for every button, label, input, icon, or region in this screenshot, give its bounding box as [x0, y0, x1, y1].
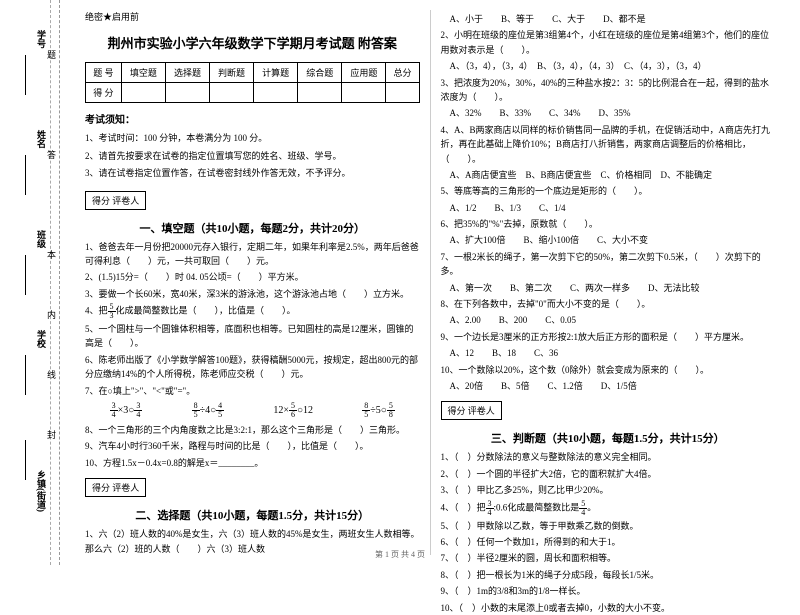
s1-q9: 9、汽车4小时行360千米，路程与时间的比是（ ），比值是（ ）。 [85, 439, 420, 453]
notice-2: 2、请首先按要求在试卷的指定位置填写您的姓名、班级、学号。 [85, 150, 420, 164]
s3-q2: 2、（ ）一个圆的半径扩大2倍，它的面积就扩大4倍。 [441, 467, 776, 481]
s2-q7o: A、第一次 B、第二次 C、两次一样多 D、无法比较 [441, 281, 776, 295]
score-table: 题 号 填空题 选择题 判断题 计算题 综合题 应用题 总分 得 分 [85, 62, 420, 103]
gutter-char-mid: 线 [45, 370, 58, 379]
s1-q2: 2、(1.5)15分=（ ）时 04. 05公顷=（ ）平方米。 [85, 270, 420, 284]
s1-title: 一、填空题（共10小题，每题2分，共计20分） [85, 220, 420, 236]
s2-title: 二、选择题（共10小题，每题1.5分，共计15分） [85, 507, 420, 523]
page-container: 学号 题 姓名 答 班级 本 学校 内 线 封 乡镇(街道) 绝密★启用前 荆州… [0, 0, 800, 565]
s2-q8: 8、在下列各数中，去掉"0"而大小不变的是（ ）。 [441, 297, 776, 311]
gutter-field-3: 班级 [35, 230, 48, 248]
gutter-line-1 [25, 55, 26, 95]
binding-gutter: 学号 题 姓名 答 班级 本 学校 内 线 封 乡镇(街道) [0, 0, 60, 565]
s2-q8o: A、2.00 B、200 C、0.05 [441, 313, 776, 327]
s2-q6o: A、扩大100倍 B、缩小100倍 C、大小不变 [441, 233, 776, 247]
eq1: 34×3○34 [110, 402, 143, 419]
notice-title: 考试须知： [85, 111, 420, 126]
th-3: 判断题 [210, 63, 254, 83]
s1-q8: 8、一个三角形的三个内角度数之比是3:2:1，那么这个三角形是（ ）三角形。 [85, 423, 420, 437]
s2-opts1: A、小于 B、等于 C、大于 D、都不是 [441, 12, 776, 26]
gutter-field-5: 乡镇(街道) [35, 470, 48, 512]
s3-q1: 1、（ ）分数除法的意义与整数除法的意义完全相同。 [441, 450, 776, 464]
s1-q7: 7、在○填上">"、"<"或"="。 [85, 384, 420, 398]
notice-3: 3、请在试卷指定位置作答，在试卷密封线外作答无效，不予评分。 [85, 167, 420, 181]
s1-q6: 6、陈老师出版了《小学数学解答100题》，获得稿酬5000元，按规定，超出800… [85, 353, 420, 382]
s3-q5: 5、（ ）甲数除以乙数，等于甲数乘乙数的倒数。 [441, 519, 776, 533]
td-score: 得 分 [86, 83, 122, 103]
left-column: 绝密★启用前 荆州市实验小学六年级数学下学期月考试题 附答案 题 号 填空题 选… [75, 10, 431, 555]
s2-q5o: A、1/2 B、1/3 C、1/4 [441, 201, 776, 215]
s2-q4o: A、A商店便宜些 B、B商店便宜些 C、价格相同 D、不能确定 [441, 168, 776, 182]
s3-q10: 10、（ ）小数的末尾添上0或者去掉0，小数的大小不变。 [441, 601, 776, 615]
s2-q10: 10、一个数除以20%，这个数（0除外）就会变成为原来的（ ）。 [441, 363, 776, 377]
s2-q9o: A、12 B、18 C、36 [441, 346, 776, 360]
eq3: 12×56○12 [273, 402, 313, 419]
content-area: 绝密★启用前 荆州市实验小学六年级数学下学期月考试题 附答案 题 号 填空题 选… [60, 0, 800, 565]
gutter-char-2: 答 [45, 150, 58, 159]
th-4: 计算题 [254, 63, 298, 83]
gutter-field-4: 学校 [35, 330, 48, 348]
gutter-field-2: 姓名 [35, 130, 48, 148]
s3-q9: 9、（ ）1m的3/8和3m的1/8一样长。 [441, 584, 776, 598]
gutter-line-3 [25, 255, 26, 295]
s1-q10: 10、方程1.5x－0.4x=0.8的解是x＝________。 [85, 456, 420, 470]
th-7: 总分 [386, 63, 419, 83]
gutter-line-2 [25, 155, 26, 195]
gutter-char-4: 内 [45, 310, 58, 319]
s2-q7: 7、一根2米长的绳子，第一次剪下它的50%，第二次剪下0.5米，（ ）次剪下的多… [441, 250, 776, 279]
s2-q6: 6、把35%的"%"去掉，原数就（ ）。 [441, 217, 776, 231]
s3-title: 三、判断题（共10小题，每题1.5分，共计15分） [441, 430, 776, 446]
th-2: 选择题 [165, 63, 209, 83]
th-0: 题 号 [86, 63, 122, 83]
th-5: 综合题 [298, 63, 342, 83]
s2-q3: 3、把浓度为20%，30%，40%的三种盐水按2：3：5的比例混合在一起，得到的… [441, 76, 776, 105]
secret-label: 绝密★启用前 [85, 10, 420, 23]
equation-row: 34×3○34 85÷4○45 12×56○12 85÷5○58 [85, 402, 420, 419]
gutter-line-4 [25, 355, 26, 395]
gutter-char-5: 封 [45, 430, 58, 439]
s2-q2o: A、（3，4），（3，4） B、（3，4），（4，3） C、（4，3），（3，4… [441, 59, 776, 73]
notice-1: 1、考试时间：100 分钟，本卷满分为 100 分。 [85, 132, 420, 146]
gutter-line-5 [25, 440, 26, 480]
s2-q9: 9、一个边长是3厘米的正方形按2:1放大后正方形的面积是（ ）平方厘米。 [441, 330, 776, 344]
th-1: 填空题 [121, 63, 165, 83]
s1-q3: 3、要做一个长60米，宽40米，深3米的游泳池，这个游泳池占地（ ）立方米。 [85, 287, 420, 301]
s1-q5: 5、一个圆柱与一个圆锥体积相等，底面积也相等。已知圆柱的高是12厘米，圆锥的高是… [85, 322, 420, 351]
page-footer: 第 1 页 共 4 页 [0, 549, 800, 560]
th-6: 应用题 [342, 63, 386, 83]
gutter-char-1: 题 [45, 50, 58, 59]
gutter-char-3: 本 [45, 250, 58, 259]
gutter-field-1: 学号 [35, 30, 48, 48]
section-box-1: 得分 评卷人 [85, 191, 146, 210]
s2-q10o: A、20倍 B、5倍 C、1.2倍 D、1/5倍 [441, 379, 776, 393]
s3-q8: 8、（ ）把一根长为1米的绳子分成5段，每段长1/5米。 [441, 568, 776, 582]
s3-q6: 6、（ ）任何一个数加1，所得到的和大于1。 [441, 535, 776, 549]
section-box-3: 得分 评卷人 [441, 401, 502, 420]
right-column: A、小于 B、等于 C、大于 D、都不是 2、小明在班级的座位是第3组第4个，小… [431, 10, 786, 555]
s2-q3o: A、32% B、33% C、34% D、35% [441, 106, 776, 120]
s2-q4: 4、A、B两家商店以同样的标价销售同一品牌的手机，在促销活动中，A商店先打九折，… [441, 123, 776, 166]
s1-q1: 1、爸爸去年一月份把20000元存入银行，定期二年，如果年利率是2.5%，两年后… [85, 240, 420, 269]
s3-q3: 3、（ ）甲比乙多25%，则乙比甲少20%。 [441, 483, 776, 497]
eq4: 85÷5○58 [362, 402, 395, 419]
s1-q4: 4、把53化成最简整数比是（ ），比值是（ ）。 [85, 303, 420, 320]
eq2: 85÷4○45 [192, 402, 225, 419]
section-box-2: 得分 评卷人 [85, 478, 146, 497]
gutter-dashline [50, 0, 51, 565]
table-row: 得 分 [86, 83, 420, 103]
s3-q4: 4、（ ）把34:0.6化成最简整数比是54。 [441, 500, 776, 517]
s2-q2: 2、小明在班级的座位是第3组第4个，小红在班级的座位是第4组第3个，他们的座位用… [441, 28, 776, 57]
exam-title: 荆州市实验小学六年级数学下学期月考试题 附答案 [85, 33, 420, 52]
s2-q5: 5、等底等高的三角形的一个底边是矩形的（ ）。 [441, 184, 776, 198]
table-row: 题 号 填空题 选择题 判断题 计算题 综合题 应用题 总分 [86, 63, 420, 83]
